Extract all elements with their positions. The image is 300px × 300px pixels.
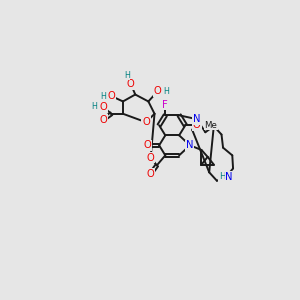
Text: N: N	[186, 140, 194, 150]
Text: O: O	[193, 120, 201, 130]
Text: O: O	[107, 91, 115, 101]
Text: O: O	[147, 153, 154, 163]
Text: O: O	[99, 102, 107, 112]
Text: O: O	[144, 140, 152, 150]
Text: Me: Me	[205, 121, 218, 130]
Text: H: H	[219, 172, 226, 182]
Text: O: O	[99, 115, 107, 125]
Text: H: H	[124, 71, 130, 80]
Text: O: O	[154, 86, 161, 96]
Text: H: H	[92, 102, 98, 111]
Text: O: O	[127, 79, 134, 89]
Text: O: O	[147, 169, 154, 179]
Text: O: O	[142, 117, 150, 127]
Text: N: N	[193, 114, 201, 124]
Text: N: N	[226, 172, 233, 182]
Text: H: H	[100, 92, 106, 100]
Text: F: F	[162, 100, 168, 110]
Text: H: H	[163, 87, 169, 96]
